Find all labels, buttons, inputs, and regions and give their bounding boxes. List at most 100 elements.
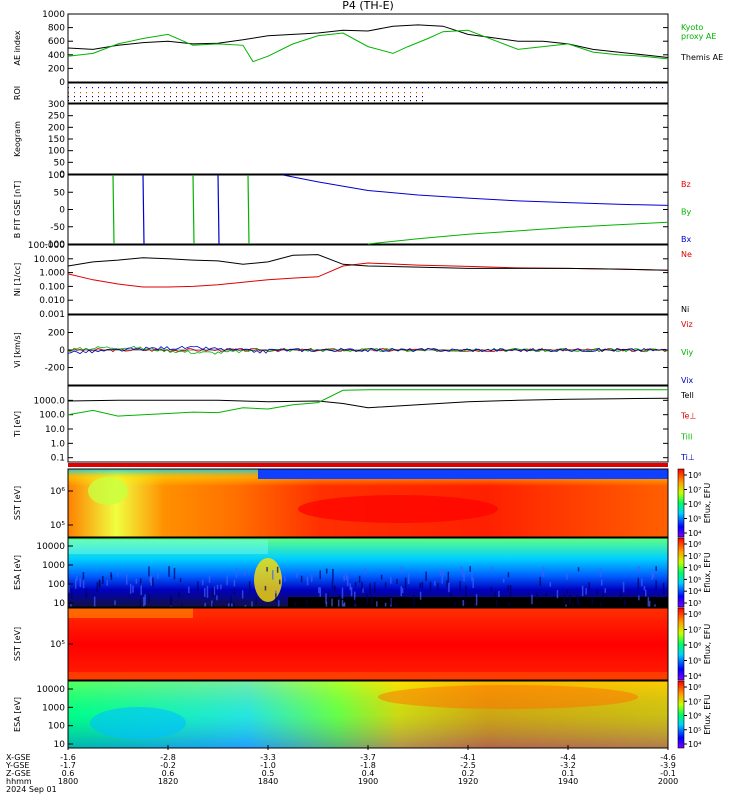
esa1-noise	[325, 568, 328, 574]
esa1-noise	[325, 601, 328, 608]
esa1-cyan-band	[68, 540, 268, 554]
y-axis-label: Keogram	[13, 121, 22, 157]
x-column-value: -0.1	[660, 769, 676, 778]
esa1-noise	[475, 594, 478, 606]
esa1-noise	[345, 572, 348, 580]
esa1-noise	[596, 589, 599, 595]
roi-dot	[410, 96, 411, 98]
roi-dot	[326, 96, 327, 98]
roi-dot	[638, 87, 639, 89]
roi-dot	[194, 96, 195, 98]
roi-dot	[260, 92, 261, 94]
roi-dot	[662, 87, 663, 89]
roi-dot	[416, 96, 417, 98]
esa1-noise	[129, 583, 132, 594]
roi-dot	[344, 87, 345, 89]
roi-dot	[80, 96, 81, 98]
x-column-value: -3.7	[360, 753, 376, 762]
roi-dot	[380, 92, 381, 94]
colorbar-tick-label: 10⁸	[688, 540, 701, 549]
esa1-noise	[110, 574, 113, 580]
esa1-noise	[400, 586, 402, 597]
esa1-noise	[400, 566, 403, 574]
esa1-noise	[358, 575, 361, 583]
esa1-noise	[490, 586, 493, 592]
roi-dot	[254, 100, 255, 102]
roi-dot	[368, 92, 369, 94]
y-tick-label: 0.1	[51, 454, 65, 464]
roi-dot	[284, 100, 285, 102]
roi-dot	[206, 100, 207, 102]
esa1-noise	[266, 567, 268, 572]
esa1-noise	[216, 595, 218, 601]
esa1-noise	[346, 575, 349, 587]
roi-dot	[590, 87, 591, 89]
roi-dot	[164, 92, 165, 94]
roi-dot	[422, 100, 423, 102]
esa1-noise	[447, 571, 450, 583]
y-tick-label: -50	[50, 223, 65, 233]
roi-dot	[368, 87, 369, 89]
right-label: Vix	[681, 376, 694, 385]
esa1-noise	[152, 577, 154, 587]
roi-dot	[290, 100, 291, 102]
y-axis-label: Vi [km/s]	[13, 332, 22, 368]
esa1-noise	[652, 572, 655, 578]
roi-dot	[212, 96, 213, 98]
roi-dot	[302, 87, 303, 89]
roi-dot	[134, 92, 135, 94]
roi-dot	[404, 87, 405, 89]
esa1-noise	[591, 598, 593, 606]
y-tick-label: 0	[59, 206, 65, 216]
roi-dot	[200, 92, 201, 94]
roi-dot	[80, 100, 81, 102]
roi-dot	[170, 96, 171, 98]
esa1-noise	[366, 593, 369, 604]
y-axis-label: ESA [eV]	[13, 697, 22, 732]
esa1-noise	[168, 566, 170, 577]
roi-dot	[74, 92, 75, 94]
roi-dot	[164, 87, 165, 89]
roi-dot	[230, 87, 231, 89]
y-tick-label: 100.0	[39, 411, 65, 421]
right-label: Bz	[681, 180, 691, 189]
roi-dot	[278, 87, 279, 89]
y-tick-label: 100	[48, 580, 65, 590]
colorbar-label: Eflux, EFU	[703, 624, 712, 665]
colorbar	[677, 607, 685, 681]
roi-dot	[350, 100, 351, 102]
roi-dot	[356, 96, 357, 98]
colorbar	[677, 537, 685, 608]
b-spike	[217, 174, 220, 245]
roi-dot	[182, 96, 183, 98]
esa1-noise	[469, 566, 471, 572]
roi-dot	[248, 87, 249, 89]
colorbar-tick-label: 10⁴	[688, 529, 701, 538]
y-tick-label: 200	[48, 123, 65, 133]
roi-dot	[452, 87, 453, 89]
esa1-noise	[233, 579, 236, 587]
roi-dot	[140, 92, 141, 94]
roi-dot	[380, 96, 381, 98]
colorbar-tick-label: 10⁴	[688, 587, 701, 596]
x-column-value: 0.5	[262, 769, 275, 778]
roi-dot	[644, 87, 645, 89]
roi-dot	[356, 100, 357, 102]
esa1-noise	[413, 595, 415, 607]
roi-dot	[614, 87, 615, 89]
roi-dot	[278, 92, 279, 94]
y-tick-label: 1000	[42, 703, 65, 713]
roi-dot	[158, 92, 159, 94]
b-spike	[142, 174, 145, 245]
y-tick-label: 200	[48, 64, 65, 74]
b-spike	[247, 174, 250, 245]
panel-frame	[67, 244, 669, 315]
esa1-noise	[396, 578, 398, 585]
esa1-noise	[212, 587, 214, 597]
esa1-noise	[197, 581, 199, 591]
roi-dot	[542, 87, 543, 89]
roi-dot	[98, 87, 99, 89]
esa1-noise	[331, 598, 333, 607]
sst1-green-blob	[88, 477, 128, 505]
